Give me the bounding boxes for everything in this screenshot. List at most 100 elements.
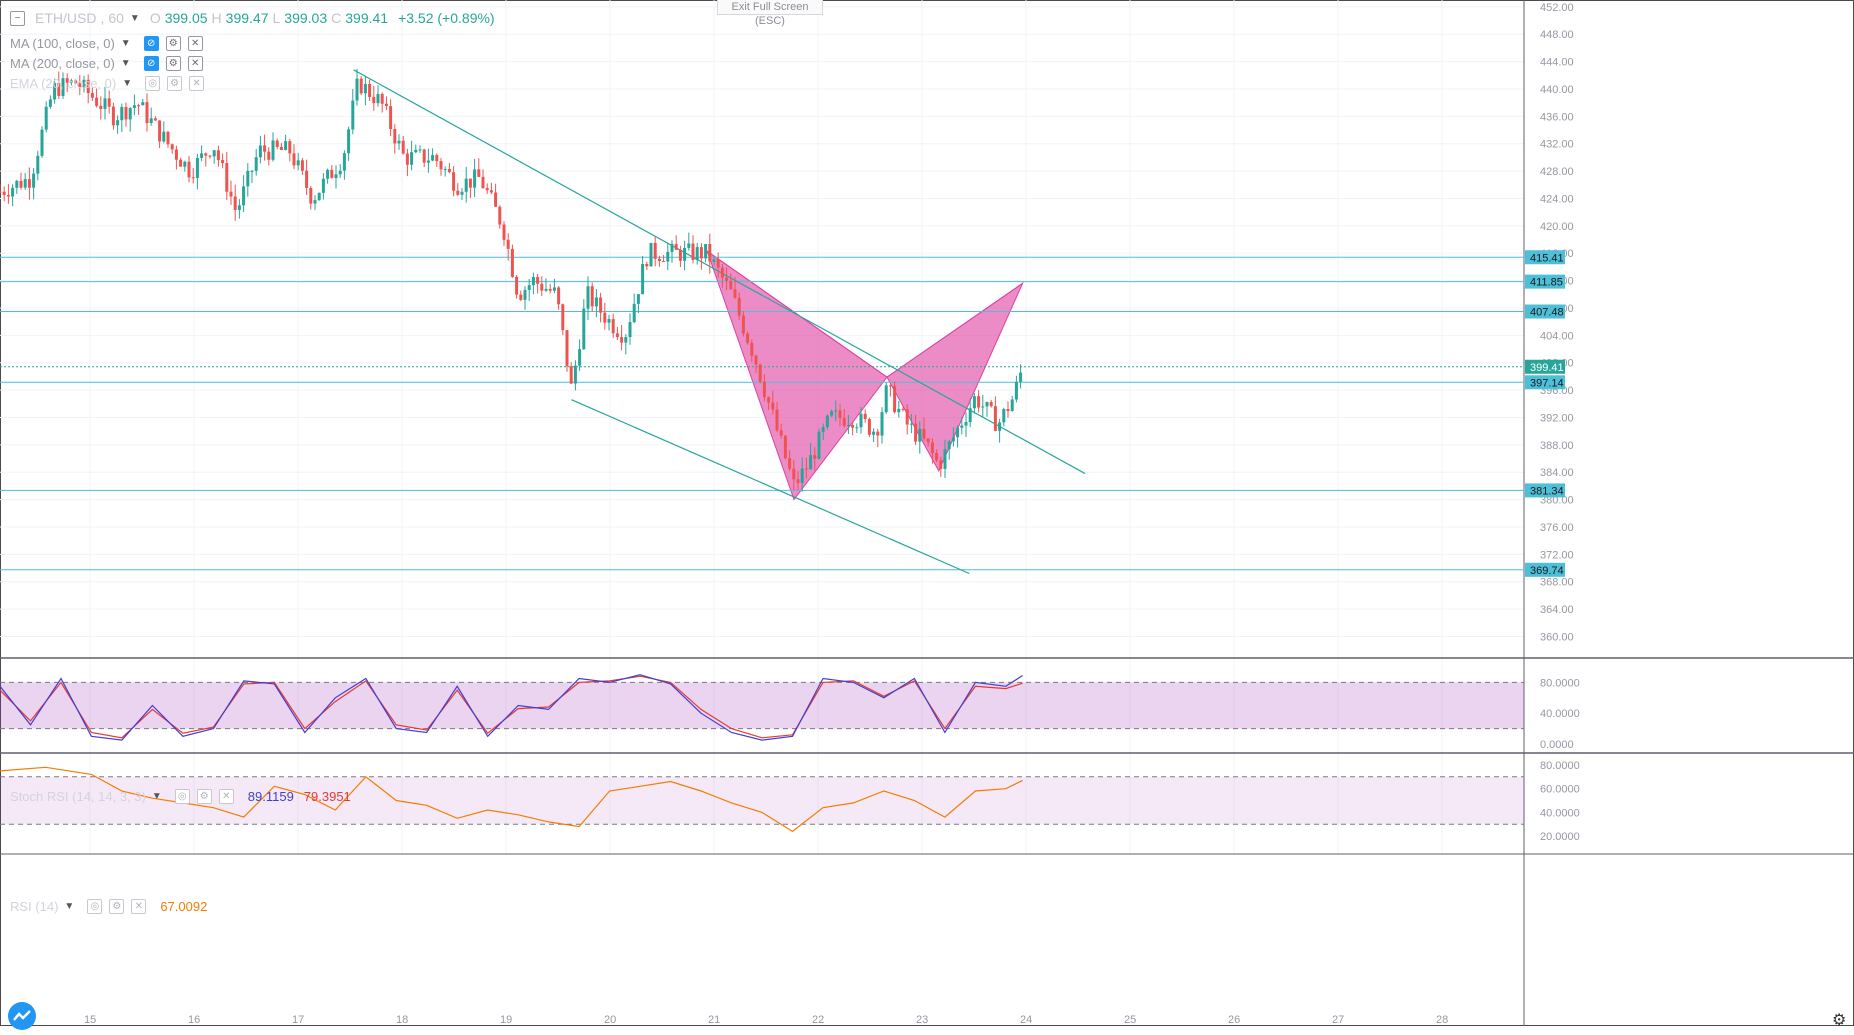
- candle-body: [489, 190, 493, 193]
- settings-icon[interactable]: ⚙: [196, 789, 212, 804]
- candle: [1002, 407, 1006, 427]
- candle-body: [368, 84, 372, 98]
- close-icon[interactable]: ✕: [189, 76, 205, 91]
- candle-body: [993, 406, 997, 431]
- candle-body: [502, 224, 506, 240]
- candle: [628, 313, 632, 345]
- candle: [830, 409, 834, 418]
- candle-body: [510, 248, 514, 277]
- close-icon[interactable]: ✕: [187, 36, 203, 51]
- close-label: C: [331, 10, 342, 26]
- candle-body: [645, 263, 649, 267]
- candle-body: [977, 396, 981, 408]
- candle: [95, 88, 99, 108]
- collapse-icon[interactable]: −: [10, 10, 25, 26]
- candle: [695, 242, 699, 265]
- chevron-down-icon[interactable]: ▼: [151, 791, 162, 802]
- indicator-ma100[interactable]: MA (100, close, 0) ▼ ⊘ ⚙ ✕: [10, 36, 203, 51]
- candle: [800, 457, 804, 492]
- visibility-icon[interactable]: ⊘: [143, 56, 159, 71]
- price-axis[interactable]: 452.00 448.00 444.00 440.00 436.00 432.00 428.…: [1525, 2, 1580, 843]
- candle: [1010, 396, 1014, 412]
- candle: [0, 184, 2, 194]
- pattern-edge: [886, 282, 1023, 378]
- stoch-band: [0, 682, 1524, 729]
- chevron-down-icon[interactable]: ▼: [122, 78, 133, 89]
- indicator-ema20[interactable]: EMA (20, close, 0) ▼ ◎ ⚙ ✕: [10, 76, 205, 91]
- stoch-k-line: [0, 674, 1023, 741]
- candle-body: [166, 131, 170, 145]
- candle-body: [481, 176, 485, 189]
- candle: [1006, 401, 1010, 418]
- candle-body: [708, 243, 712, 262]
- candle: [691, 235, 695, 264]
- candle-body: [57, 82, 61, 96]
- candle: [846, 414, 850, 435]
- candle-body: [170, 144, 174, 150]
- candle: [376, 85, 380, 107]
- settings-icon[interactable]: ⚙: [165, 56, 181, 71]
- candle-body: [464, 178, 468, 192]
- chevron-down-icon[interactable]: ▼: [129, 12, 140, 24]
- candle-body: [750, 342, 754, 356]
- symbol-name[interactable]: ETH/USD: [35, 10, 97, 26]
- candle-body: [594, 297, 598, 307]
- chevron-down-icon[interactable]: ▼: [120, 58, 131, 69]
- rsi-legend[interactable]: RSI (14) ▼ ◎ ⚙ ✕ 67.0092: [10, 899, 207, 914]
- visibility-icon[interactable]: ◎: [174, 789, 190, 804]
- candle: [32, 168, 36, 200]
- time-axis[interactable]: 15 16 17 18 19 20 21 22 23 24 25 26 27 28: [84, 1014, 1448, 1026]
- visibility-icon[interactable]: ◎: [145, 76, 161, 91]
- candle: [208, 154, 212, 159]
- candle-body: [951, 437, 955, 442]
- candle: [653, 236, 657, 267]
- close-icon[interactable]: ✕: [187, 56, 203, 71]
- candle-body: [225, 163, 229, 192]
- candle: [548, 283, 552, 294]
- chevron-down-icon[interactable]: ▼: [120, 38, 131, 49]
- stoch-tick-label: 0.0000: [1540, 739, 1574, 751]
- exit-fullscreen-button[interactable]: Exit Full Screen (ESC): [717, 0, 823, 27]
- candle: [699, 243, 703, 270]
- candle-body: [867, 419, 871, 435]
- price-level-label: 411.85: [1530, 277, 1563, 289]
- candle-body: [914, 423, 918, 442]
- visibility-icon[interactable]: ⊘: [143, 36, 159, 51]
- settings-icon[interactable]: ⚙: [165, 36, 181, 51]
- close-icon[interactable]: ✕: [131, 899, 147, 914]
- candle-body: [61, 78, 65, 96]
- chart-settings-gear-icon[interactable]: ⚙: [1832, 1012, 1847, 1029]
- candle: [120, 103, 124, 132]
- tradingview-logo-icon[interactable]: [8, 1002, 36, 1030]
- settings-icon[interactable]: ⚙: [109, 899, 125, 914]
- candle: [531, 272, 535, 295]
- candle: [821, 423, 825, 440]
- candle-body: [792, 468, 796, 480]
- candle-body: [44, 106, 48, 130]
- candle: [473, 158, 477, 197]
- candle: [153, 116, 157, 121]
- settings-icon[interactable]: ⚙: [167, 76, 183, 91]
- trendline: [353, 69, 1086, 475]
- pattern-triangle: [706, 249, 888, 501]
- candle-body: [363, 84, 367, 94]
- close-icon[interactable]: ✕: [218, 789, 234, 804]
- candle-body: [998, 422, 1002, 431]
- chevron-down-icon[interactable]: ▼: [64, 901, 75, 912]
- open-label: O: [149, 10, 161, 26]
- candle-body: [876, 431, 880, 436]
- trendlines: [353, 69, 1086, 575]
- candle: [338, 164, 342, 178]
- stoch-rsi-legend[interactable]: Stoch RSI (14, 14, 3, 3) ▼ ◎ ⚙ ✕ 89.1159…: [10, 789, 351, 804]
- candle-body: [137, 105, 141, 107]
- visibility-icon[interactable]: ◎: [87, 899, 103, 914]
- indicator-label: MA (100, close, 0): [10, 36, 115, 51]
- indicator-ma200[interactable]: MA (200, close, 0) ▼ ⊘ ⚙ ✕: [10, 56, 203, 71]
- candle-body: [141, 102, 145, 106]
- candle: [380, 92, 384, 113]
- time-tick-label: 16: [188, 1014, 200, 1026]
- symbol-interval[interactable]: 60: [108, 10, 124, 26]
- candle: [947, 439, 951, 460]
- candle: [233, 184, 237, 221]
